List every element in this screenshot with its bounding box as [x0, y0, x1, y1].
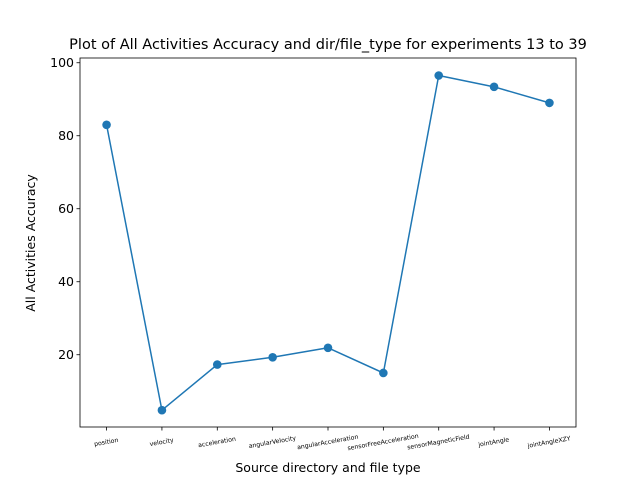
chart-title: Plot of All Activities Accuracy and dir/… [69, 37, 587, 53]
x-tick-label: jointAngle [477, 436, 510, 449]
plot-area: 20 40 60 80 100 position velocity acceleration a… [50, 55, 577, 452]
axes-frame [79, 57, 577, 428]
y-tick-label: 40 [58, 274, 74, 289]
data-point [323, 343, 333, 353]
y-tick-label: 60 [58, 201, 74, 216]
data-point [157, 405, 167, 415]
x-tick-label: position [94, 437, 119, 448]
data-point [434, 71, 444, 80]
data-point [102, 120, 111, 130]
y-tick-label: 80 [58, 128, 74, 143]
y-tick-label: 20 [58, 347, 74, 362]
series-line [105, 74, 550, 411]
data-point [545, 98, 554, 108]
y-axis-label: All Activities Accuracy [23, 174, 38, 312]
x-tick-label: angularVelocity [248, 435, 297, 450]
x-tick-label: jointAngleXZY [526, 435, 571, 450]
data-point [379, 368, 388, 378]
data-point [489, 82, 499, 92]
x-axis-label: Source directory and file type [235, 460, 421, 475]
data-point [212, 360, 222, 369]
x-tick-label: velocity [149, 437, 174, 448]
x-tick-label: acceleration [198, 436, 237, 450]
y-tick-label: 100 [50, 55, 74, 70]
data-point [268, 352, 277, 362]
